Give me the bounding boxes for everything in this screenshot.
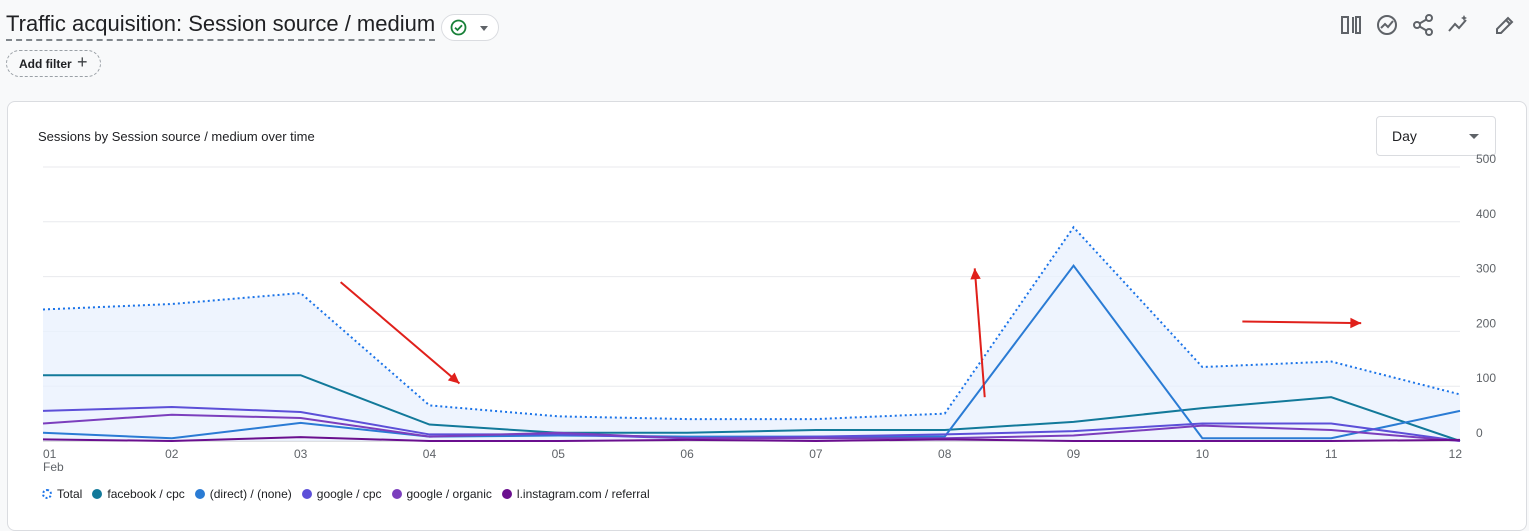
- legend-label: google / cpc: [317, 487, 382, 501]
- legend-item[interactable]: google / cpc: [302, 487, 382, 501]
- x-tick-label: 11: [1325, 447, 1338, 461]
- x-tick-label: 05: [552, 447, 566, 461]
- x-tick-label: 06: [680, 447, 694, 461]
- x-tick-label: 01: [43, 447, 57, 461]
- x-tick-label: 08: [938, 447, 952, 461]
- legend-swatch: [195, 489, 205, 499]
- chart-legend: Total facebook / cpc (direct) / (none) goog…: [42, 487, 660, 501]
- y-tick-label: 200: [1476, 316, 1496, 330]
- legend-swatch: [42, 489, 52, 499]
- y-tick-label: 500: [1476, 152, 1496, 166]
- legend-label: (direct) / (none): [210, 487, 292, 501]
- x-tick-label: 02: [165, 447, 179, 461]
- y-tick-label: 100: [1476, 371, 1496, 385]
- x-tick-label: 09: [1067, 447, 1081, 461]
- x-tick-label: 04: [423, 447, 437, 461]
- line-chart[interactable]: 0 100 200 300 400 500 01 02 03 04 05 06 07 08 09 10 11 12…: [0, 0, 1529, 511]
- legend-item[interactable]: l.instagram.com / referral: [502, 487, 650, 501]
- legend-item[interactable]: Total: [42, 487, 82, 501]
- total-area: [43, 227, 1460, 441]
- annotation-arrow: [1242, 318, 1361, 328]
- x-tick-label: 10: [1196, 447, 1210, 461]
- legend-item[interactable]: google / organic: [392, 487, 492, 501]
- x-tick-label: 12: [1449, 447, 1463, 461]
- legend-label: l.instagram.com / referral: [517, 487, 650, 501]
- legend-label: Total: [57, 487, 82, 501]
- x-tick-label: 07: [809, 447, 823, 461]
- x-tick-sublabel: Feb: [43, 460, 64, 474]
- legend-item[interactable]: (direct) / (none): [195, 487, 292, 501]
- y-tick-label: 300: [1476, 262, 1496, 276]
- legend-label: facebook / cpc: [107, 487, 184, 501]
- x-tick-label: 03: [294, 447, 308, 461]
- legend-swatch: [502, 489, 512, 499]
- legend-swatch: [92, 489, 102, 499]
- legend-item[interactable]: facebook / cpc: [92, 487, 184, 501]
- legend-label: google / organic: [407, 487, 492, 501]
- y-tick-label: 400: [1476, 207, 1496, 221]
- legend-swatch: [392, 489, 402, 499]
- legend-swatch: [302, 489, 312, 499]
- y-tick-label: 0: [1476, 426, 1483, 440]
